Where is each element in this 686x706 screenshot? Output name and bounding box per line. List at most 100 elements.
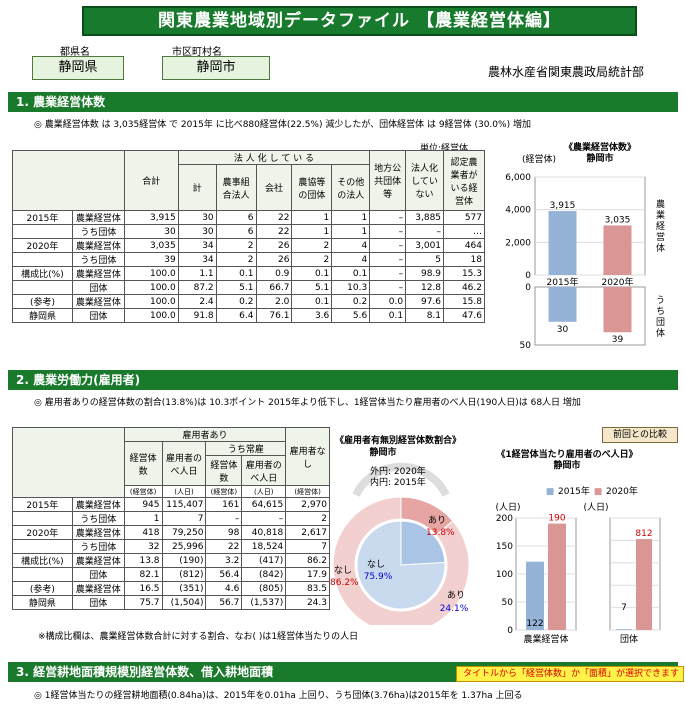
- table-row: うち団体 30 30 6 22 1 1– –…: [12, 224, 485, 239]
- section-3-note: ◎ 1経営体当たりの経営耕地面積(0.84ha)は、2015年を0.01ha 上…: [34, 691, 523, 701]
- bar: [526, 561, 544, 630]
- bar: [548, 523, 566, 630]
- chart3-title: 《1経営体当たり雇用者のべ人日》: [496, 450, 638, 460]
- table-row: 団体 82.1 (812) 56.4 (842) 17.9: [12, 567, 330, 582]
- table-cell: 56.4: [205, 567, 243, 582]
- table-cell: –: [241, 511, 287, 526]
- table-cell: 0.2: [215, 294, 257, 309]
- section-1-header[interactable]: 1. 農業経営体数: [8, 92, 678, 112]
- data-label: 122: [526, 619, 543, 629]
- table-cell: 40,818: [241, 525, 287, 540]
- table-cell: –: [369, 224, 407, 239]
- table-cell: 100.0: [123, 266, 179, 281]
- table-row: うち団体 32 25,996 22 18,524 7: [12, 539, 330, 554]
- unit-cell: (経営体): [123, 485, 163, 498]
- table-cell: (351): [161, 581, 207, 596]
- labor-header-keiei: 経営体数: [123, 441, 163, 486]
- row-year: 2015年: [12, 497, 73, 512]
- table-cell: 0.1: [369, 308, 407, 323]
- table-cell: 0.1: [215, 266, 257, 281]
- table-row: うち団体 39 34 2 26 2 4–5 18: [12, 252, 485, 267]
- table-cell: 2.0: [255, 294, 293, 309]
- table-cell: 18,524: [241, 539, 287, 554]
- table-cell: 98: [205, 525, 243, 540]
- city-select[interactable]: 静岡市: [162, 56, 270, 80]
- table-cell: 5.1: [291, 280, 333, 295]
- table-cell: 418: [123, 525, 163, 540]
- row-year: [12, 224, 73, 239]
- row-year: (参考): [12, 294, 73, 309]
- row-type: うち団体: [71, 511, 125, 526]
- section-2-header[interactable]: 2. 農業労働力(雇用者): [8, 370, 678, 390]
- header-nintei: 認定農業者がいる経営体: [443, 150, 485, 211]
- table-cell: 16.5: [123, 581, 163, 596]
- y-tick-label: 50: [520, 341, 532, 351]
- row-type: 農業経営体: [71, 497, 125, 512]
- table-cell: 6.4: [215, 308, 257, 323]
- table-cell: 30: [177, 224, 217, 239]
- unit-cell: (人日): [241, 485, 287, 498]
- legend-swatch: ■: [546, 487, 555, 497]
- table-cell: 18: [443, 252, 485, 267]
- table-cell: 5.1: [215, 280, 257, 295]
- table-cell: (1,537): [241, 595, 287, 610]
- table-row: 2015年 農業経営体 3,915 30 6 22 1 1–3,885 577: [12, 210, 485, 225]
- header-hihoujin: 法人化していない: [405, 150, 445, 211]
- table-cell: 0.1: [291, 266, 333, 281]
- table-cell: 100.0: [123, 294, 179, 309]
- table-cell: 6: [215, 224, 257, 239]
- table-cell: 1: [291, 210, 333, 225]
- row-type: 団体: [71, 567, 125, 582]
- table-cell: 577: [443, 210, 485, 225]
- pref-label: 都県名: [60, 47, 90, 58]
- labor-header-keiei2: 経営体数: [205, 455, 243, 486]
- table-cell: 91.8: [177, 308, 217, 323]
- labor-header-ujijou: うち常雇: [205, 441, 287, 456]
- table-cell: 79,250: [161, 525, 207, 540]
- donut-label: あり: [428, 515, 446, 526]
- row-year: 静岡県: [12, 595, 73, 610]
- donut-label: 24.1%: [440, 604, 469, 614]
- y-tick-label: 0: [525, 283, 531, 293]
- row-type: うち団体: [71, 539, 125, 554]
- table-cell: 3,001: [405, 238, 445, 253]
- donut-label: あり: [447, 590, 465, 601]
- y-tick-label: 100: [496, 570, 513, 580]
- table-cell: –: [369, 252, 407, 267]
- legend-swatch: ■: [594, 487, 603, 497]
- table-cell: 97.6: [405, 294, 445, 309]
- pref-select[interactable]: 静岡県: [32, 56, 124, 80]
- table-cell: 15.8: [443, 294, 485, 309]
- table-row: 静岡県 団体 75.7 (1,504) 56.7 (1,537) 24.3: [12, 595, 330, 610]
- row-year: 静岡県: [12, 308, 73, 323]
- chart1-ylabel: (経営体): [522, 155, 557, 165]
- table-cell: 5.6: [331, 308, 371, 323]
- bar: [603, 287, 632, 333]
- row-type: 団体: [71, 308, 125, 323]
- legend-arc: [352, 462, 450, 497]
- page-title: 関東農業地域別データファイル 【農業経営体編】: [82, 6, 637, 36]
- table-cell: 17.9: [285, 567, 330, 582]
- table-cell: 3.6: [291, 308, 333, 323]
- table-cell: 6: [215, 210, 257, 225]
- legend-label: 2015年: [558, 485, 590, 497]
- section-1-note: ◎ 農業経営体数 は 3,035経営体 で 2015年 に比べ880経営体(22…: [34, 120, 531, 130]
- table-cell: 30: [123, 224, 179, 239]
- org-name: 農林水産省関東農政局統計部: [488, 65, 645, 79]
- table-cell: 2: [215, 238, 257, 253]
- bar: [603, 225, 632, 275]
- chart3-subtitle: 静岡市: [553, 461, 581, 471]
- table-cell: (842): [241, 567, 287, 582]
- compare-button[interactable]: 前回との比較: [602, 427, 678, 443]
- table-cell: –: [369, 210, 407, 225]
- table-cell: 2: [291, 252, 333, 267]
- section-2-note: ◎ 雇用者ありの経営体数の割合(13.8%)は 10.3ポイント 2015年より…: [34, 398, 581, 408]
- labor-header-blank: [12, 427, 125, 498]
- labor-header-ari: 雇用者あり: [123, 427, 287, 442]
- table-cell: 1: [123, 511, 163, 526]
- table-cell: 1: [291, 224, 333, 239]
- header-kaisha: 会社: [255, 164, 293, 211]
- row-year: [12, 539, 73, 554]
- bar: [548, 211, 577, 275]
- table-row: 構成比(%) 農業経営体 100.0 1.1 0.1 0.9 0.1 0.1–98.9 15.3: [12, 266, 485, 281]
